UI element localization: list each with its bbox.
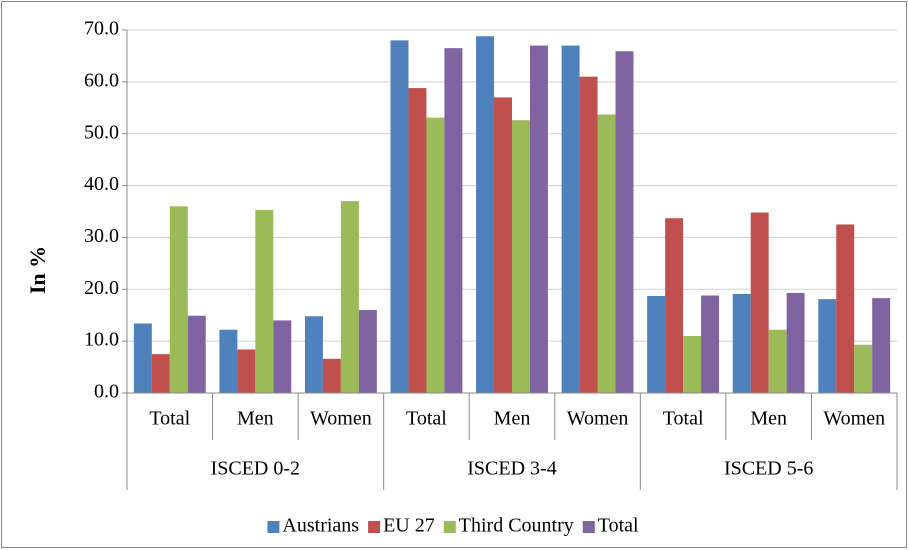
bar	[358, 310, 377, 393]
bar	[219, 329, 238, 393]
y-tick-label: 40.0	[84, 173, 119, 195]
y-tick-label: 70.0	[84, 18, 119, 40]
bar	[683, 335, 702, 393]
bar	[597, 114, 616, 393]
legend-label: Austrians	[282, 515, 359, 537]
bar	[390, 40, 409, 393]
bar	[701, 295, 720, 393]
group-label: ISCED 5-6	[724, 458, 813, 480]
bar	[133, 323, 152, 393]
bar	[836, 224, 855, 393]
x-tick-label: Total	[663, 408, 704, 430]
group-label: ISCED 0-2	[211, 458, 300, 480]
bar	[322, 358, 341, 393]
bar	[512, 120, 530, 393]
legend-label: Total	[598, 515, 639, 537]
legend-label: EU 27	[383, 515, 435, 537]
x-tick-label: Women	[310, 408, 372, 430]
x-tick-label: Total	[149, 408, 190, 430]
bar	[169, 206, 188, 393]
bar	[426, 117, 445, 393]
bar	[579, 76, 598, 394]
y-tick-label: 50.0	[84, 121, 119, 143]
bar	[750, 212, 769, 393]
bar	[732, 293, 751, 393]
y-tick-label: 30.0	[84, 225, 119, 247]
x-tick-label: Men	[237, 408, 274, 430]
y-tick-label: 10.0	[84, 329, 119, 351]
legend-swatch	[582, 521, 595, 533]
bar	[255, 209, 274, 393]
bar	[818, 299, 837, 393]
bar	[768, 329, 787, 393]
bar	[529, 45, 548, 394]
bar	[273, 320, 292, 393]
x-tick-label: Women	[567, 408, 629, 430]
bar	[786, 292, 805, 393]
legend-label: Third Country	[459, 515, 574, 537]
bar	[561, 45, 580, 394]
legend-swatch	[267, 521, 280, 533]
y-axis-title: In %	[25, 246, 50, 294]
bar	[408, 88, 427, 393]
bar	[854, 344, 873, 393]
bar	[237, 349, 256, 393]
y-tick-label: 20.0	[84, 277, 119, 299]
bar	[151, 354, 170, 393]
bar	[304, 316, 323, 393]
bar	[615, 51, 634, 394]
bar	[476, 36, 495, 393]
bar	[665, 218, 684, 393]
bar	[340, 201, 359, 393]
bar	[444, 48, 463, 394]
legend-swatch	[443, 521, 456, 533]
legend-swatch	[368, 521, 381, 533]
bar	[494, 97, 512, 394]
bar	[647, 296, 666, 393]
x-tick-label: Men	[750, 408, 787, 430]
x-tick-label: Total	[406, 408, 447, 430]
y-tick-label: 60.0	[84, 69, 119, 91]
group-label: ISCED 3-4	[467, 458, 556, 480]
bar	[187, 315, 206, 393]
bar	[872, 298, 891, 393]
y-tick-label: 0.0	[94, 381, 119, 403]
x-tick-label: Men	[494, 408, 531, 430]
x-tick-label: Women	[823, 408, 885, 430]
